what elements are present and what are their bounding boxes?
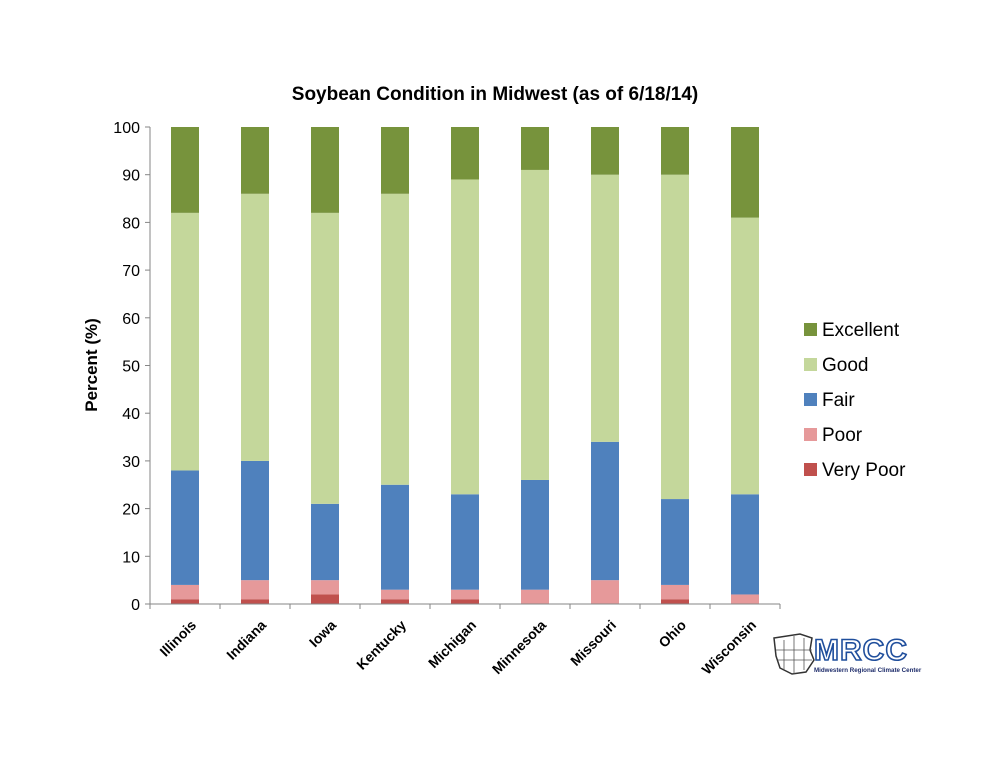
legend-swatch <box>804 393 817 406</box>
mrcc-logo: MRCC Midwestern Regional Climate Center <box>770 630 930 680</box>
bar-segment <box>591 127 619 175</box>
bar-segment <box>311 127 339 213</box>
bar-segment <box>451 599 479 604</box>
bar-segment <box>381 589 409 600</box>
bar-segment <box>381 599 409 604</box>
bar-segment <box>591 580 619 604</box>
bar-segment <box>241 599 269 604</box>
midwest-map-icon: MRCC Midwestern Regional Climate Center <box>773 633 922 675</box>
bar-segment <box>451 179 479 495</box>
x-tick-label: Indiana <box>223 617 269 663</box>
bar-segment <box>731 127 759 218</box>
bar-segment <box>521 169 549 480</box>
bar-segment <box>171 470 199 585</box>
bar-segment <box>731 217 759 495</box>
legend-swatch <box>804 463 817 476</box>
bar-segment <box>311 580 339 595</box>
y-axis-label: Percent (%) <box>82 318 101 412</box>
y-tick-label: 80 <box>122 215 140 232</box>
y-tick-label: 60 <box>122 311 140 328</box>
y-tick-label: 0 <box>131 597 140 614</box>
x-tick-label: Wisconsin <box>698 617 759 678</box>
legend-swatch <box>804 358 817 371</box>
bar-segment <box>661 127 689 175</box>
x-tick-label: Minnesota <box>489 617 549 677</box>
legend: Excellent Good Fair Poor Very Poor <box>804 320 906 481</box>
y-tick-label: 70 <box>122 263 140 280</box>
logo-subtext: Midwestern Regional Climate Center <box>814 667 922 674</box>
bar-segment <box>381 193 409 485</box>
bar-segment <box>381 484 409 590</box>
bar-segment <box>661 499 689 585</box>
bar-segment <box>241 127 269 194</box>
y-tick-label: 50 <box>122 359 140 376</box>
bar-segment <box>591 174 619 442</box>
x-tick-label: Missouri <box>567 617 619 669</box>
bar-segment <box>521 127 549 170</box>
bar-segment <box>661 584 689 600</box>
bar-segment <box>521 479 549 590</box>
y-tick-label: 30 <box>122 454 140 471</box>
legend-label: Good <box>822 355 868 376</box>
legend-swatch <box>804 323 817 336</box>
bar-segment <box>241 580 269 600</box>
bar-segment <box>171 584 199 600</box>
x-tick-label: Kentucky <box>353 617 409 673</box>
legend-swatch <box>804 428 817 441</box>
chart-title: Soybean Condition in Midwest (as of 6/18… <box>292 84 698 105</box>
y-tick-label: 40 <box>122 406 140 423</box>
bar-segment <box>171 127 199 213</box>
y-axis: 0 10 20 30 40 50 60 70 80 90 100 <box>113 120 151 614</box>
y-tick-label: 90 <box>122 168 140 185</box>
bar-segment <box>241 460 269 581</box>
bar-segment <box>661 174 689 500</box>
legend-label: Very Poor <box>822 460 906 481</box>
legend-label: Fair <box>822 390 855 411</box>
bar-segment <box>521 589 549 604</box>
y-tick-label: 20 <box>122 502 140 519</box>
bar-segment <box>731 494 759 595</box>
bar-segment <box>241 193 269 461</box>
bar-segment <box>661 599 689 604</box>
bar-segment <box>381 127 409 194</box>
legend-label: Excellent <box>822 320 900 341</box>
bar-segment <box>591 441 619 581</box>
bar-segment <box>171 212 199 471</box>
x-tick-label: Michigan <box>425 617 479 671</box>
bar-segment <box>451 589 479 600</box>
bar-segment <box>451 494 479 590</box>
bar-segment <box>451 127 479 180</box>
bar-segment <box>731 594 759 604</box>
y-tick-label: 10 <box>122 549 140 566</box>
bar-segment <box>311 594 339 604</box>
bar-segment <box>171 599 199 604</box>
x-tick-label: Iowa <box>306 617 339 650</box>
logo-text: MRCC <box>814 634 908 667</box>
x-tick-label: Ohio <box>655 617 689 651</box>
bars-group <box>171 127 759 604</box>
x-axis: Illinois Indiana Iowa Kentucky Michigan Minne… <box>149 603 781 678</box>
bar-segment <box>311 503 339 581</box>
legend-label: Poor <box>822 425 863 446</box>
bar-segment <box>311 212 339 504</box>
y-tick-label: 100 <box>113 120 140 137</box>
x-tick-label: Illinois <box>156 617 199 660</box>
